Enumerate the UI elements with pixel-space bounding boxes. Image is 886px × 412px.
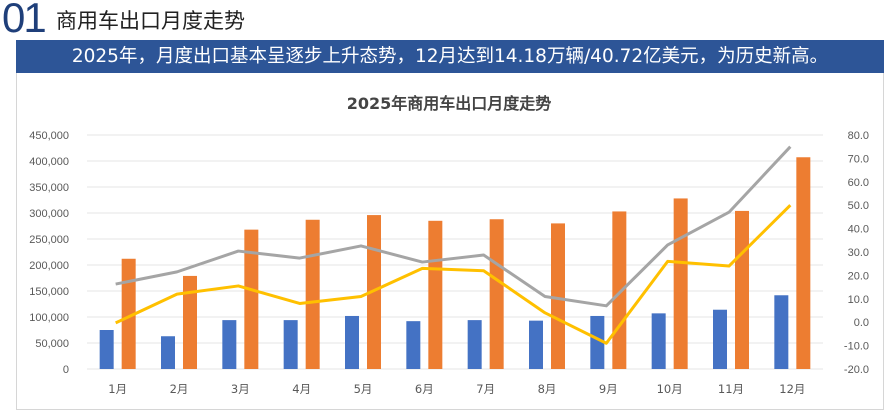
x-tick: 9月 xyxy=(599,382,618,396)
x-tick: 4月 xyxy=(292,382,311,396)
y-left-tick: 100,000 xyxy=(29,312,69,324)
chart-container: 2025年商用车出口月度走势 0 50,000 100,000 150,000 200,… xyxy=(16,73,884,410)
bar-3月-s1 xyxy=(244,229,259,369)
y-left-tick: 400,000 xyxy=(29,156,69,168)
x-tick: 5月 xyxy=(354,382,373,396)
bar-12月-s1 xyxy=(796,157,811,369)
bar-10月-s0 xyxy=(651,313,666,369)
y-right-tick: 40.0 xyxy=(848,224,869,236)
x-tick: 12月 xyxy=(779,382,805,396)
bar-8月-s1 xyxy=(551,223,565,369)
bar-2月-s0 xyxy=(161,336,175,369)
bar-11月-s0 xyxy=(713,309,727,369)
summary-banner: 2025年，月度出口基本呈逐步上升态势，12月达到14.18万辆/40.72亿美… xyxy=(16,40,884,73)
line-series-3 xyxy=(115,204,792,345)
section-number: 01 xyxy=(2,0,47,41)
y-right-tick: 60.0 xyxy=(848,177,869,189)
x-tick: 10月 xyxy=(657,382,683,396)
bar-12月-s0 xyxy=(774,295,789,369)
y-left-tick: 0 xyxy=(63,364,69,376)
x-tick: 1月 xyxy=(108,382,127,396)
bar-1月-s0 xyxy=(99,330,114,369)
y-left-tick: 150,000 xyxy=(29,286,69,298)
chart-svg: 2025年商用车出口月度走势 0 50,000 100,000 150,000 200,… xyxy=(29,94,869,396)
x-tick: 2月 xyxy=(170,382,189,396)
chart-title: 2025年商用车出口月度走势 xyxy=(347,94,552,113)
x-tick: 7月 xyxy=(476,382,495,396)
y-right-tick: 10.0 xyxy=(848,294,869,306)
y-left-tick: 250,000 xyxy=(29,234,69,246)
bar-7月-s1 xyxy=(489,219,504,369)
y-right-tick: 70.0 xyxy=(848,153,869,165)
bar-9月-s1 xyxy=(612,211,627,369)
line-series-2 xyxy=(115,145,792,308)
y-left-tick: 200,000 xyxy=(29,260,69,272)
x-tick: 11月 xyxy=(718,382,744,396)
x-tick: 6月 xyxy=(415,382,434,396)
x-tick: 3月 xyxy=(231,382,250,396)
bar-6月-s0 xyxy=(406,321,421,369)
bar-1月-s1 xyxy=(121,258,136,369)
x-tick: 8月 xyxy=(538,382,557,396)
y-left-tick: 300,000 xyxy=(29,208,69,220)
bar-4月-s1 xyxy=(305,219,320,369)
y-right-tick: 50.0 xyxy=(848,200,869,212)
bar-9月-s0 xyxy=(590,315,605,369)
bar-11月-s1 xyxy=(735,210,749,369)
y-right-tick: -10.0 xyxy=(844,341,869,353)
y-right-tick: -20.0 xyxy=(844,364,869,376)
y-left-tick: 450,000 xyxy=(29,130,69,142)
bar-6月-s1 xyxy=(428,220,443,369)
y-left-tick: 50,000 xyxy=(35,338,69,350)
bar-8月-s0 xyxy=(529,320,543,369)
y-left-tick: 350,000 xyxy=(29,182,69,194)
bar-4月-s0 xyxy=(283,320,298,369)
bar-5月-s0 xyxy=(345,315,359,369)
y-right-tick: 20.0 xyxy=(848,270,869,282)
bar-3月-s0 xyxy=(222,320,237,369)
bar-7月-s0 xyxy=(467,320,482,369)
bar-2月-s1 xyxy=(183,275,197,369)
y-right-tick: 80.0 xyxy=(848,130,869,142)
y-right-tick: 0.0 xyxy=(854,317,869,329)
bar-10月-s1 xyxy=(673,198,688,369)
section-title: 商用车出口月度走势 xyxy=(56,9,245,33)
y-right-tick: 30.0 xyxy=(848,247,869,259)
